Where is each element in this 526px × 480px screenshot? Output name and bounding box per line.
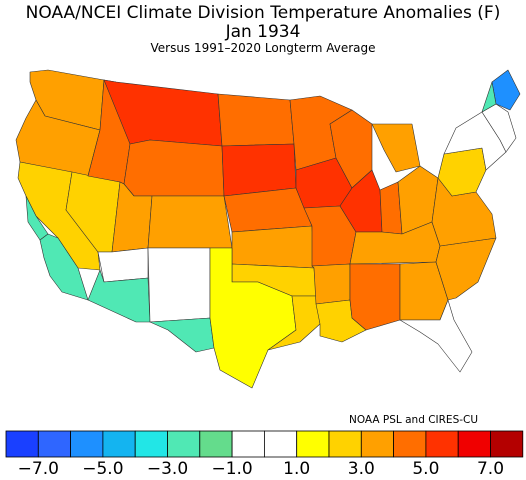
region-south-dakota <box>221 143 297 197</box>
legend-swatch <box>263 430 298 458</box>
region-kansas <box>231 225 315 269</box>
region-colorado <box>147 195 233 249</box>
region-florida <box>399 299 473 373</box>
legend-swatch <box>70 430 104 458</box>
legend-swatch <box>5 430 39 458</box>
legend-swatch <box>360 430 394 458</box>
map-caption: Versus 1991–2020 Longterm Average <box>150 41 376 55</box>
legend-swatch <box>231 430 265 458</box>
legend-swatch <box>199 430 233 458</box>
map-title: NOAA/NCEI Climate Division Temperature A… <box>25 3 501 23</box>
legend-tick-label: −1.0 <box>211 459 253 479</box>
credit-text: NOAA PSL and CIRES-CU <box>349 414 479 426</box>
legend-swatch <box>457 430 491 458</box>
region-new-mexico <box>147 247 211 323</box>
legend-tick-label: 5.0 <box>412 459 440 479</box>
legend-swatch <box>134 430 168 458</box>
legend-swatch <box>490 430 524 458</box>
legend-swatch <box>393 430 427 458</box>
legend-tick-label: 1.0 <box>283 459 311 479</box>
region-arkansas <box>311 263 351 305</box>
region-new-hampshire-vermont <box>481 81 497 113</box>
legend-tick-label: −7.0 <box>17 459 59 479</box>
legend-swatch <box>425 430 459 458</box>
region-wyoming <box>123 139 225 197</box>
us-climate-division-map <box>15 69 521 389</box>
region-michigan <box>371 123 421 173</box>
region-texas-west <box>149 317 215 353</box>
legend-swatch <box>296 430 330 458</box>
map-subtitle: Jan 1934 <box>225 22 301 42</box>
color-legend <box>5 430 524 458</box>
legend-tick-label: −5.0 <box>82 459 124 479</box>
region-north-dakota <box>217 93 295 147</box>
legend-swatch <box>328 430 362 458</box>
legend-tick-label: −3.0 <box>146 459 189 479</box>
legend-tick-label: 7.0 <box>476 459 505 479</box>
legend-tick-label: 3.0 <box>347 459 375 479</box>
legend-swatch <box>37 430 71 458</box>
region-mississippi-alabama <box>349 263 401 331</box>
region-arizona-north <box>97 247 149 283</box>
legend-swatch <box>102 430 136 458</box>
legend-swatch <box>167 430 201 458</box>
region-carolinas <box>435 237 497 301</box>
